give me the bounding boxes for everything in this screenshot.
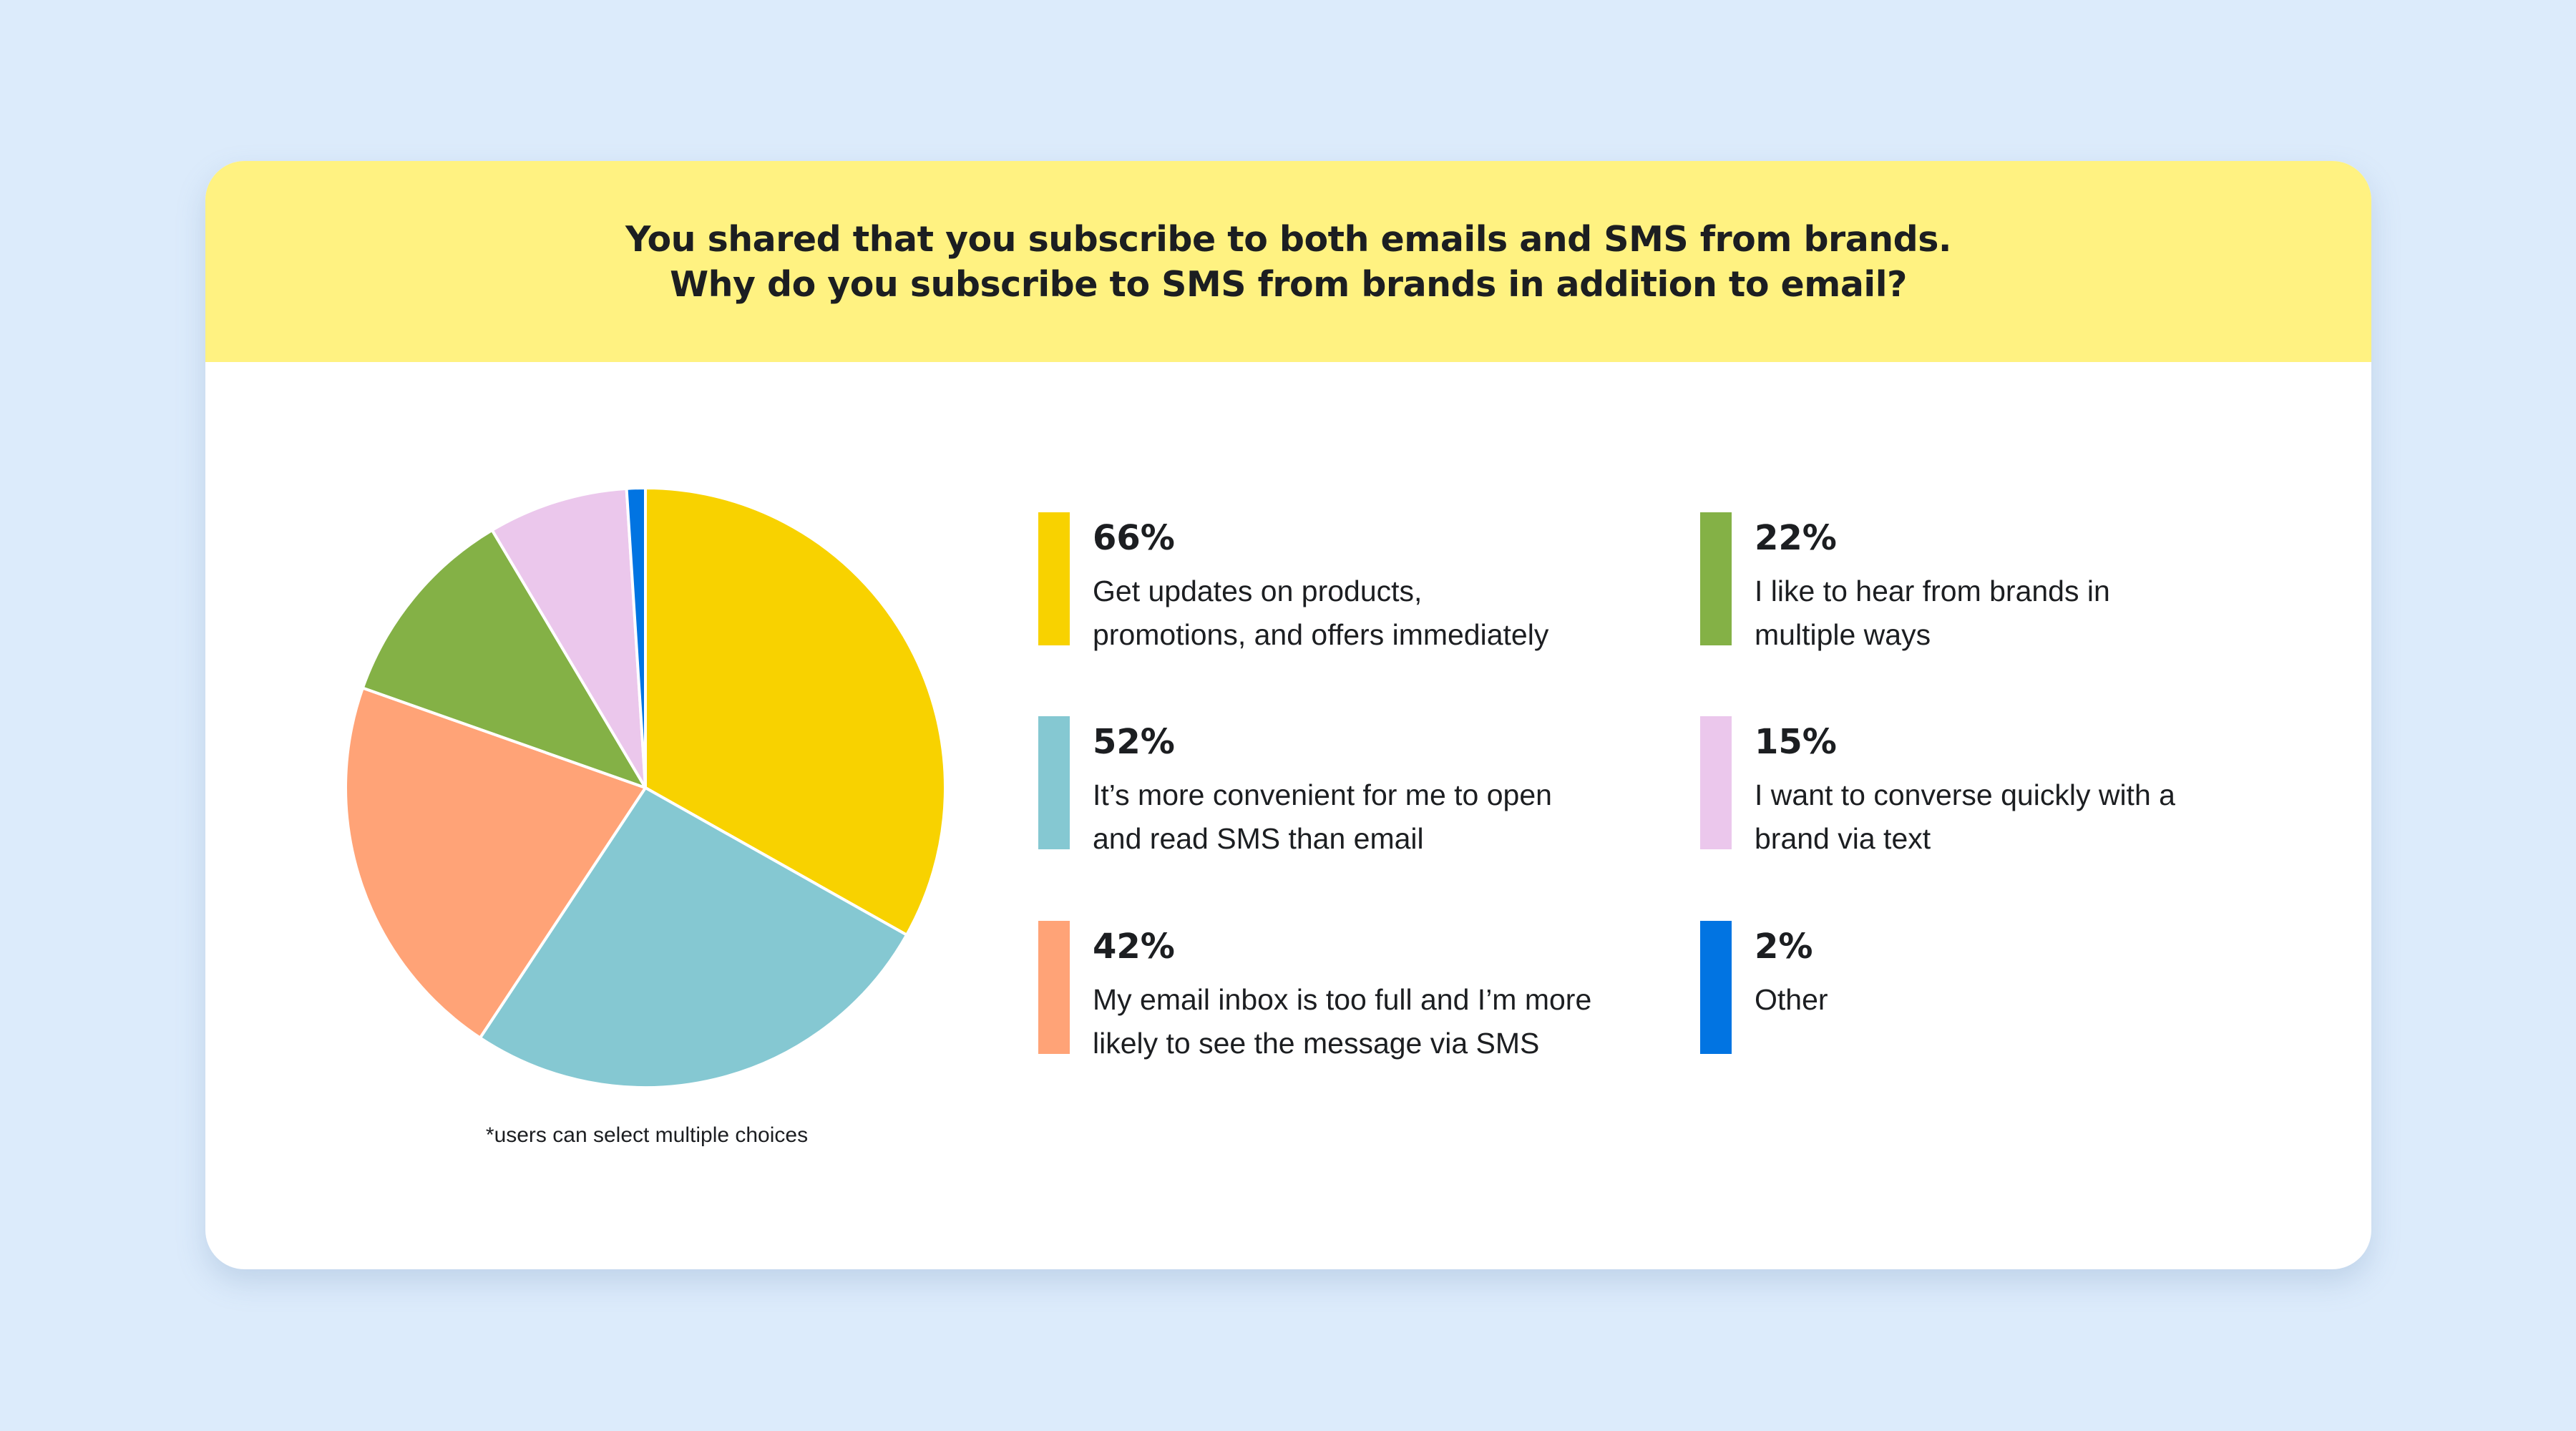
legend-item: 22% I like to hear from brands in multiple…	[1700, 512, 2273, 651]
legend-item: 66% Get updates on products, promotions, a…	[1038, 512, 1611, 651]
legend-description: My email inbox is too full and I’m more l…	[1093, 978, 1636, 1065]
legend-description-line: likely to see the message via SMS	[1093, 1027, 1540, 1060]
legend-percent: 2%	[1755, 927, 1813, 967]
legend-description-line: I want to converse quickly with a	[1755, 778, 2175, 811]
legend-description-line: promotions, and offers immediately	[1093, 618, 1549, 651]
survey-card: You shared that you subscribe to both em…	[205, 161, 2371, 1269]
legend-color-swatch	[1038, 716, 1070, 849]
title-line-1: You shared that you subscribe to both em…	[625, 219, 1952, 260]
legend-description-line: Get updates on products,	[1093, 575, 1423, 607]
legend-description: Get updates on products, promotions, and …	[1093, 570, 1636, 657]
legend-description-line: My email inbox is too full and I’m more	[1093, 983, 1592, 1016]
pie-slice-convenient	[478, 786, 909, 1089]
legend-item: 52% It’s more convenient for me to open an…	[1038, 716, 1611, 855]
title-line-2: Why do you subscribe to SMS from brands …	[670, 264, 1907, 305]
legend-description-line: multiple ways	[1755, 618, 1931, 651]
legend-description-line: and read SMS than email	[1093, 822, 1424, 855]
pie-slice-inbox-full	[344, 686, 647, 1040]
legend-description-line: I like to hear from brands in	[1755, 575, 2110, 607]
legend-description: I want to converse quickly with a brand v…	[1755, 773, 2298, 861]
legend-description: Other	[1755, 978, 2298, 1022]
legend-description-line: brand via text	[1755, 822, 1931, 855]
pie-slice-updates	[644, 487, 947, 937]
legend-description: I like to hear from brands in multiple wa…	[1755, 570, 2298, 657]
legend-item: 15% I want to converse quickly with a bran…	[1700, 716, 2273, 855]
legend-description: It’s more convenient for me to open and r…	[1093, 773, 1636, 861]
legend-color-swatch	[1038, 512, 1070, 645]
pie-slice-converse	[490, 487, 647, 789]
legend-percent: 42%	[1093, 927, 1175, 967]
pie-slice-other	[625, 487, 647, 789]
chart-title: You shared that you subscribe to both em…	[205, 217, 2371, 307]
legend-color-swatch	[1700, 921, 1732, 1054]
legend-color-swatch	[1038, 921, 1070, 1054]
legend-percent: 52%	[1093, 722, 1175, 762]
legend-item: 2% Other	[1700, 921, 2273, 1054]
legend-description-line: It’s more convenient for me to open	[1093, 778, 1552, 811]
legend-percent: 66%	[1093, 518, 1175, 558]
legend-description-line: Other	[1755, 983, 1828, 1016]
legend-color-swatch	[1700, 716, 1732, 849]
footnote: *users can select multiple choices	[485, 1123, 809, 1147]
legend-item: 42% My email inbox is too full and I’m mo…	[1038, 921, 1611, 1060]
legend-color-swatch	[1700, 512, 1732, 645]
legend-percent: 22%	[1755, 518, 1837, 558]
legend-percent: 15%	[1755, 722, 1837, 762]
card-header: You shared that you subscribe to both em…	[205, 161, 2371, 362]
pie-chart	[344, 487, 947, 1089]
pie-slice-multiple-ways	[361, 528, 647, 789]
